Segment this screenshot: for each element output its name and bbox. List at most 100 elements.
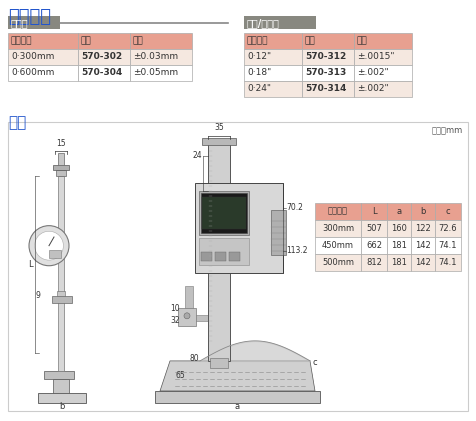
- Bar: [360, 237, 386, 254]
- Bar: [244, 65, 301, 81]
- Text: 300mm: 300mm: [321, 224, 353, 233]
- Text: ±0.05mm: ±0.05mm: [133, 69, 178, 77]
- Text: 181: 181: [390, 258, 406, 267]
- Circle shape: [184, 313, 189, 319]
- Bar: [410, 220, 434, 237]
- Bar: [410, 254, 434, 271]
- Text: 70.2: 70.2: [286, 203, 302, 212]
- Bar: [434, 220, 460, 237]
- Text: 122: 122: [414, 224, 430, 233]
- Text: ±.0015": ±.0015": [356, 53, 394, 61]
- Bar: [44, 371, 74, 379]
- Bar: [386, 220, 410, 237]
- Bar: [201, 197, 246, 229]
- Text: 450mm: 450mm: [321, 241, 353, 250]
- Bar: [215, 252, 226, 261]
- Text: 测量范围: 测量范围: [327, 207, 347, 216]
- Bar: [434, 203, 460, 220]
- Text: b: b: [419, 207, 425, 216]
- Text: 65: 65: [175, 371, 185, 381]
- Text: 181: 181: [390, 241, 406, 250]
- Text: 74.1: 74.1: [438, 241, 456, 250]
- Bar: [353, 81, 411, 97]
- Text: 0·300mm: 0·300mm: [11, 53, 54, 61]
- Bar: [52, 296, 72, 303]
- Text: 570-304: 570-304: [81, 69, 122, 77]
- Bar: [410, 203, 434, 220]
- Text: 570-313: 570-313: [304, 69, 346, 77]
- Text: 0·24": 0·24": [247, 84, 270, 93]
- Text: 尺寸: 尺寸: [8, 115, 26, 131]
- Bar: [198, 238, 248, 265]
- Text: 0·18": 0·18": [247, 69, 271, 77]
- Bar: [155, 391, 319, 403]
- Text: 9: 9: [36, 291, 40, 300]
- Bar: [195, 183, 282, 273]
- Text: 精度: 精度: [356, 37, 367, 45]
- Bar: [301, 49, 353, 65]
- Text: 570-302: 570-302: [81, 53, 122, 61]
- Text: 500mm: 500mm: [321, 258, 353, 267]
- Bar: [58, 152, 64, 165]
- Bar: [244, 16, 315, 29]
- Bar: [353, 65, 411, 81]
- Text: 英制/公制型: 英制/公制型: [247, 18, 279, 28]
- Bar: [386, 254, 410, 271]
- Bar: [301, 81, 353, 97]
- Text: a: a: [234, 402, 239, 411]
- Bar: [314, 237, 360, 254]
- Bar: [183, 315, 213, 321]
- Text: 662: 662: [365, 241, 381, 250]
- Bar: [53, 165, 69, 170]
- Text: c: c: [445, 207, 449, 216]
- Bar: [434, 254, 460, 271]
- Circle shape: [29, 226, 69, 266]
- Bar: [410, 237, 434, 254]
- Bar: [301, 65, 353, 81]
- Bar: [130, 49, 192, 65]
- Bar: [130, 65, 192, 81]
- Bar: [78, 49, 130, 65]
- Text: 113.2: 113.2: [286, 246, 307, 255]
- Bar: [8, 16, 60, 29]
- Bar: [58, 176, 64, 371]
- Text: 测量范围: 测量范围: [247, 37, 268, 45]
- Text: 35: 35: [214, 123, 223, 133]
- Text: 测量范围: 测量范围: [11, 37, 32, 45]
- Bar: [198, 191, 248, 234]
- Text: L: L: [371, 207, 376, 216]
- Bar: [244, 49, 301, 65]
- Text: c: c: [312, 358, 317, 368]
- Text: 142: 142: [414, 241, 430, 250]
- Bar: [314, 220, 360, 237]
- Bar: [78, 33, 130, 49]
- Text: 74.1: 74.1: [438, 258, 456, 267]
- Text: 精度: 精度: [133, 37, 143, 45]
- Bar: [78, 65, 130, 81]
- Text: a: a: [396, 207, 401, 216]
- Bar: [200, 192, 247, 233]
- Bar: [360, 203, 386, 220]
- Text: 15: 15: [56, 139, 66, 147]
- Text: 570-314: 570-314: [304, 84, 346, 93]
- Text: 72.6: 72.6: [438, 224, 456, 233]
- Bar: [314, 203, 360, 220]
- Text: 货号: 货号: [304, 37, 315, 45]
- Text: L: L: [28, 260, 33, 269]
- Bar: [57, 291, 65, 296]
- Text: 货号: 货号: [81, 37, 91, 45]
- Bar: [228, 252, 239, 261]
- Bar: [360, 220, 386, 237]
- Bar: [178, 308, 196, 326]
- Bar: [201, 138, 236, 144]
- Text: 公制型: 公制型: [11, 18, 29, 28]
- Circle shape: [35, 231, 63, 260]
- Text: 32: 32: [170, 316, 179, 325]
- Bar: [314, 254, 360, 271]
- Bar: [353, 33, 411, 49]
- Bar: [8, 65, 78, 81]
- Text: ±.002": ±.002": [356, 69, 388, 77]
- Bar: [56, 170, 66, 176]
- Bar: [130, 33, 192, 49]
- Bar: [8, 49, 78, 65]
